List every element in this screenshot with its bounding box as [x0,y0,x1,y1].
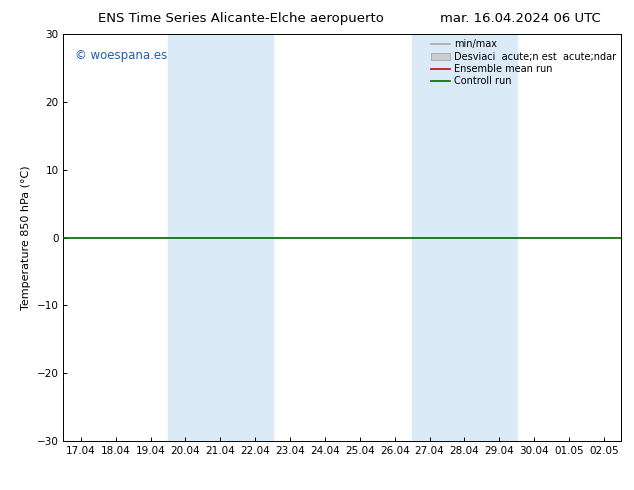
Bar [412,34,517,441]
Legend: min/max, Desviaci  acute;n est  acute;ndar, Ensemble mean run, Controll run: min/max, Desviaci acute;n est acute;ndar… [429,37,618,88]
Y-axis label: Temperature 850 hPa (°C): Temperature 850 hPa (°C) [21,165,31,310]
Bar [168,34,273,441]
Text: ENS Time Series Alicante-Elche aeropuerto: ENS Time Series Alicante-Elche aeropuert… [98,12,384,25]
Text: mar. 16.04.2024 06 UTC: mar. 16.04.2024 06 UTC [439,12,600,25]
Text: © woespana.es: © woespana.es [75,49,167,62]
